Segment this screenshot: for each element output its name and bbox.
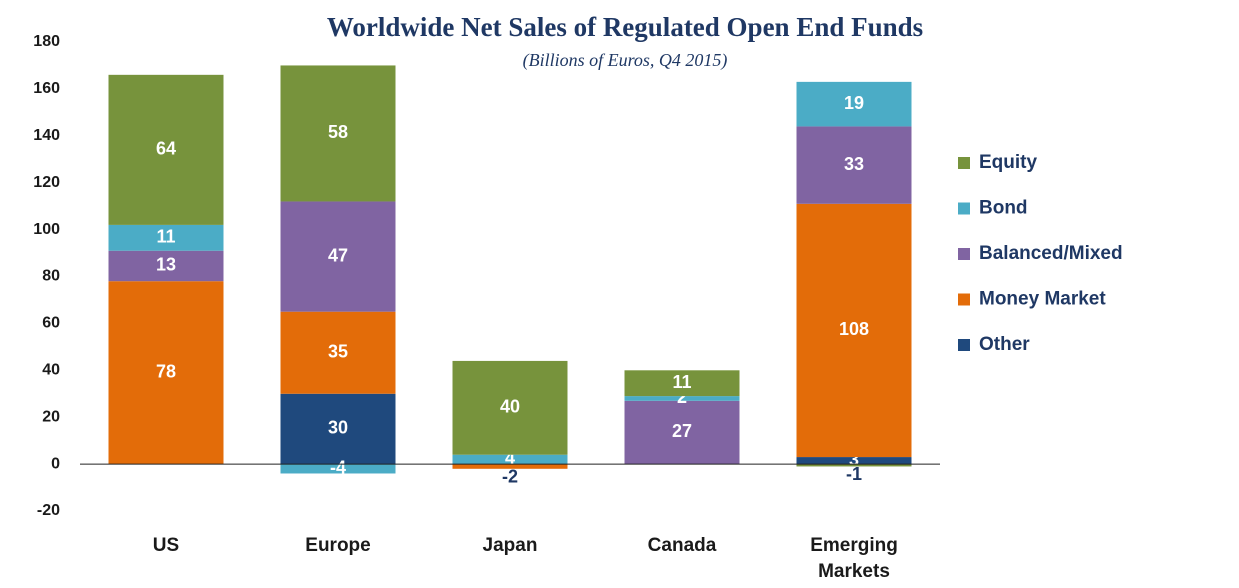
bar-segment xyxy=(796,203,912,458)
data-label: 11 xyxy=(672,372,691,392)
data-label: -2 xyxy=(502,467,518,487)
legend-label: Money Market xyxy=(979,289,1106,310)
y-tick-label: 80 xyxy=(42,268,60,285)
bar-segment xyxy=(280,65,396,202)
data-label: 19 xyxy=(844,93,864,113)
x-tick-label: Canada xyxy=(647,535,717,556)
data-label: 78 xyxy=(156,361,176,381)
legend-label: Bond xyxy=(979,198,1028,219)
data-label: 3 xyxy=(849,449,859,469)
y-tick-label: 0 xyxy=(51,455,60,472)
x-tick-label: Europe xyxy=(305,535,371,556)
bar-segment xyxy=(108,224,224,251)
data-label: -1 xyxy=(846,464,862,484)
legend-swatch xyxy=(958,293,970,306)
bar-segment xyxy=(452,454,568,465)
x-tick-label: US xyxy=(152,535,180,556)
data-label: 11 xyxy=(156,227,175,247)
x-tick-label: Emerging Markets xyxy=(810,535,898,582)
bar-segment xyxy=(280,311,396,394)
data-label: 40 xyxy=(500,397,520,417)
bar-segment xyxy=(796,81,912,127)
y-tick-label: 40 xyxy=(42,362,60,379)
bar-segment xyxy=(280,201,396,312)
x-tick-label: Japan xyxy=(482,535,538,556)
y-tick-label: 160 xyxy=(33,80,60,97)
y-tick-label: 100 xyxy=(33,221,60,238)
bar-segment xyxy=(796,126,912,204)
data-label: 108 xyxy=(839,319,869,339)
data-label: 30 xyxy=(328,418,348,438)
data-label: 64 xyxy=(156,139,176,159)
bar-segment xyxy=(796,464,912,467)
legend-swatch xyxy=(958,248,970,260)
data-label: 35 xyxy=(328,341,348,361)
y-tick-label: 180 xyxy=(33,33,60,50)
y-tick-label: 20 xyxy=(42,408,60,425)
y-tick-label: 120 xyxy=(33,174,60,191)
data-label: 58 xyxy=(328,122,348,142)
bar-segment xyxy=(452,464,568,469)
legend-swatch xyxy=(958,202,970,215)
legend-label: Equity xyxy=(979,152,1037,173)
bar-segment xyxy=(624,370,740,397)
data-label: 2 xyxy=(677,387,687,407)
y-tick-label: -20 xyxy=(37,502,60,519)
data-label: -4 xyxy=(330,458,346,478)
chart-subtitle: (Billions of Euros, Q4 2015) xyxy=(523,50,728,71)
chart-title: Worldwide Net Sales of Regulated Open En… xyxy=(327,12,923,42)
bar-segment xyxy=(624,400,740,465)
bar-segment xyxy=(108,281,224,465)
bar-segment xyxy=(108,74,224,225)
bar-segment xyxy=(280,393,396,465)
data-label: 4 xyxy=(505,448,515,468)
bar-segment xyxy=(108,250,224,282)
legend-label: Other xyxy=(979,334,1030,355)
bar-segment xyxy=(280,464,396,474)
legend-swatch xyxy=(958,157,970,169)
legend-swatch xyxy=(958,339,970,351)
bar-segment xyxy=(624,396,740,401)
data-label: 47 xyxy=(328,245,348,265)
y-tick-label: 140 xyxy=(33,127,60,144)
bar-segment xyxy=(796,457,912,465)
data-label: 13 xyxy=(156,255,176,275)
legend-label: Balanced/Mixed xyxy=(979,243,1123,264)
data-label: 33 xyxy=(844,154,864,174)
y-tick-label: 60 xyxy=(42,315,60,332)
data-label: 27 xyxy=(672,421,692,441)
bar-segment xyxy=(452,360,568,455)
